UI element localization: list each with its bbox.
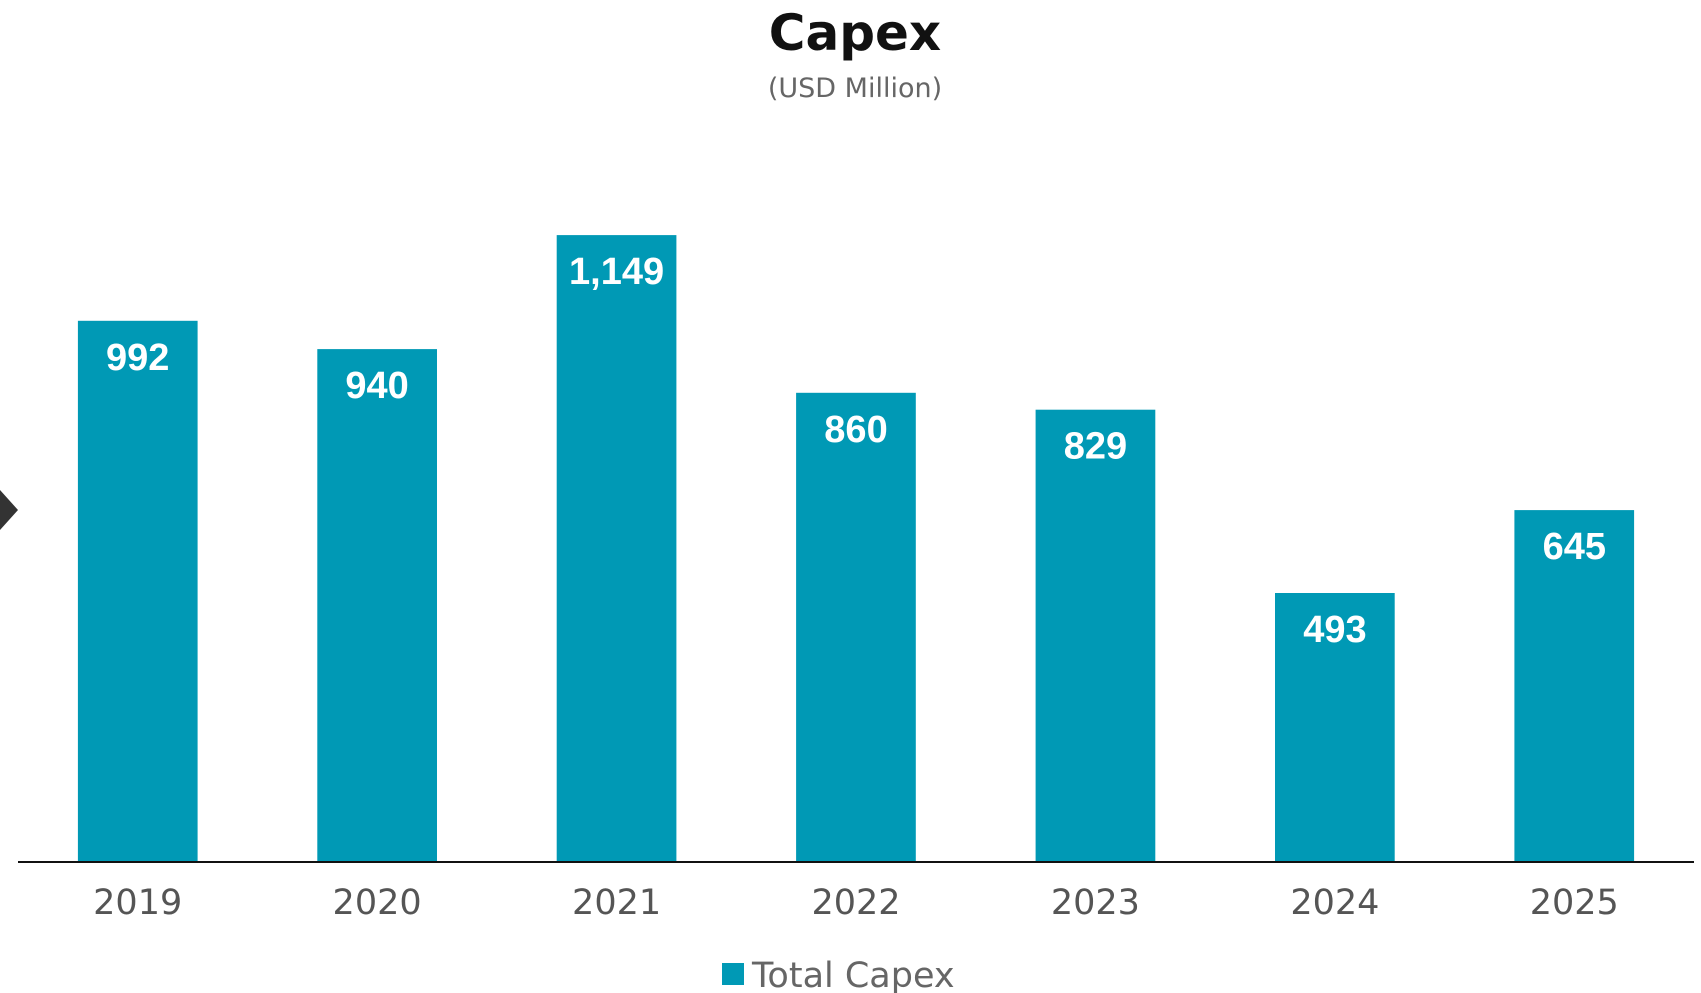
legend: Total Capex [722, 956, 955, 993]
bar-2022 [796, 392, 916, 862]
bar-2020 [317, 349, 437, 863]
bar-2023 [1035, 409, 1156, 862]
x-tick-label-2022: 2022 [811, 883, 900, 923]
bar-2024 [1275, 593, 1395, 862]
x-tick-label-2024: 2024 [1290, 883, 1379, 923]
x-tick-label-2023: 2023 [1051, 883, 1140, 923]
x-tick-label-2021: 2021 [572, 883, 661, 923]
legend-swatch [722, 963, 744, 985]
value-label-2022: 860 [824, 409, 887, 451]
bar-2019 [77, 320, 198, 862]
previous-arrow-icon[interactable] [0, 490, 18, 530]
bar-group [77, 235, 1635, 863]
x-tick-label-group: 2019 2020 2021 2022 2023 2024 2025 [93, 883, 1619, 923]
x-tick-label-2020: 2020 [333, 883, 422, 923]
value-label-2021: 1,149 [569, 251, 664, 293]
value-label-2024: 493 [1303, 609, 1366, 651]
value-label-group: 992 940 1,149 860 829 493 645 [106, 251, 1606, 651]
value-label-2025: 645 [1543, 526, 1606, 568]
x-tick-label-2019: 2019 [93, 883, 182, 923]
value-label-2023: 829 [1064, 426, 1127, 468]
x-tick-label-2025: 2025 [1530, 883, 1619, 923]
bar-2025 [1514, 510, 1635, 862]
chart-subtitle: (USD Million) [768, 73, 942, 104]
legend-label: Total Capex [751, 956, 955, 993]
value-label-2020: 940 [345, 365, 408, 407]
value-label-2019: 992 [106, 337, 169, 379]
bar-2021 [556, 235, 677, 863]
chart-title: Capex [769, 4, 941, 62]
